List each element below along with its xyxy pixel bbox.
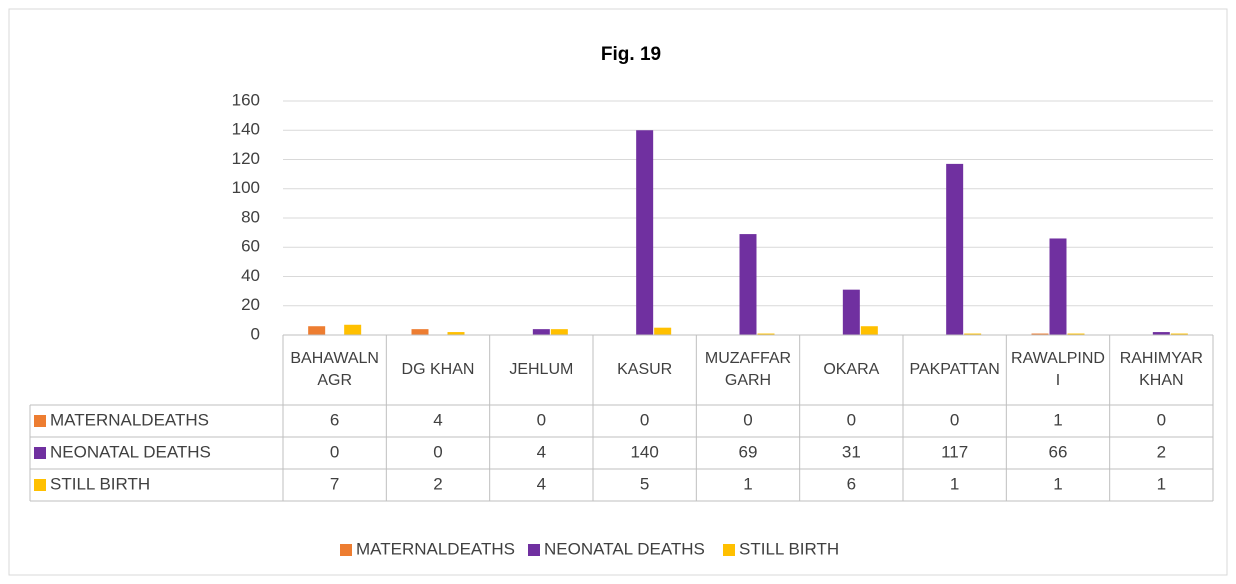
table-value: 1 [743,474,752,493]
bar [550,329,568,335]
bar [344,324,362,335]
legend-label: MATERNALDEATHS [356,539,515,558]
bar [946,163,964,335]
y-tick-label: 120 [232,149,260,168]
table-value: 1 [1053,410,1062,429]
y-tick-label: 20 [241,295,260,314]
legend-swatch [528,544,540,556]
bar [1031,333,1049,335]
table-value: 1 [950,474,959,493]
bar [654,327,672,335]
bar [1067,333,1085,335]
x-tick-label: PAKPATTAN [909,361,1000,378]
bar [1152,332,1170,335]
bar [842,289,860,335]
table-value: 6 [330,410,339,429]
y-tick-label: 40 [241,266,260,285]
legend-swatch [34,479,46,491]
table-value: 0 [950,410,959,429]
table-value: 0 [1157,410,1166,429]
y-tick-label: 60 [241,237,260,256]
x-tick-label: MUZAFFARGARH [704,350,792,389]
bar [532,329,550,335]
table-value: 0 [330,442,339,461]
bar [411,329,429,335]
bar [308,326,326,335]
table-value: 4 [433,410,442,429]
table-series-label: MATERNALDEATHS [50,410,209,429]
table-value: 117 [941,442,968,461]
y-tick-label: 160 [232,90,260,109]
table-value: 0 [433,442,442,461]
bar [447,332,465,335]
legend-label: NEONATAL DEATHS [544,539,705,558]
table-series-label: NEONATAL DEATHS [50,442,211,461]
table-value: 2 [433,474,442,493]
bar [1049,238,1067,335]
legend-swatch [34,415,46,427]
x-tick-label: OKARA [823,361,880,378]
table-value: 31 [842,442,861,461]
y-tick-label: 100 [232,178,260,197]
legend-swatch [34,447,46,459]
table-value: 2 [1157,442,1166,461]
y-tick-label: 80 [241,207,260,226]
table-value: 0 [537,410,546,429]
x-tick-label: RAHIMYAR KHAN [1119,350,1203,389]
x-tick-label: BAHAWALNAGR [290,350,379,389]
table-value: 0 [743,410,752,429]
table-value: 5 [640,474,649,493]
bar [964,333,982,335]
table-value: 69 [739,442,758,461]
bar [1170,333,1188,335]
table-value: 140 [630,442,658,461]
x-tick-label: RAWALPINDI [1011,350,1105,389]
table-value: 0 [640,410,649,429]
x-tick-label: JEHLUM [509,361,574,378]
table-value: 66 [1049,442,1068,461]
legend-label: STILL BIRTH [739,539,839,558]
legend-swatch [723,544,735,556]
bar [739,234,757,335]
table-value: 1 [1053,474,1062,493]
chart-title: Fig. 19 [601,44,661,65]
table-value: 6 [847,474,856,493]
y-tick-label: 140 [232,120,260,139]
table-value: 7 [330,474,339,493]
legend-swatch [340,544,352,556]
table-value: 0 [847,410,856,429]
table-series-label: STILL BIRTH [50,474,150,493]
y-tick-label: 0 [251,324,260,343]
chart-border [8,8,1228,576]
bar [860,326,878,335]
table-value: 4 [537,474,546,493]
table-value: 1 [1157,474,1166,493]
bar [757,333,775,335]
table-value: 4 [537,442,546,461]
x-tick-label: KASUR [617,361,673,378]
x-tick-label: DG KHAN [401,361,475,378]
bar [636,130,654,335]
